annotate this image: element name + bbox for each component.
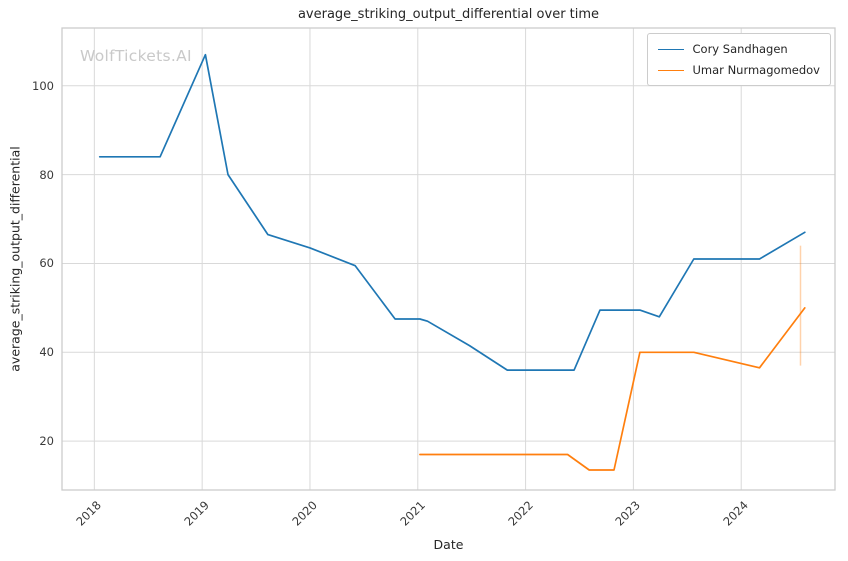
y-tick-label: 20 [39,434,54,449]
legend-line-icon [657,48,684,50]
y-tick-label: 60 [39,256,54,271]
legend: Cory Sandhagen Umar Nurmagomedov [646,33,831,86]
y-tick-label: 40 [39,345,54,360]
legend-item-umar-nurmagomedov: Umar Nurmagomedov [657,63,820,77]
watermark: WolfTickets.AI [80,47,192,65]
legend-item-cory-sandhagen: Cory Sandhagen [657,42,820,56]
legend-line-icon [657,69,684,71]
y-axis-label: average_striking_output_differential [7,146,23,372]
y-tick-label: 80 [39,167,54,182]
y-tick-label: 100 [32,78,54,93]
x-axis-label: Date [433,537,464,552]
legend-label: Cory Sandhagen [692,42,788,56]
chart-title: average_striking_output_differential ove… [297,7,600,22]
legend-label: Umar Nurmagomedov [692,63,820,77]
